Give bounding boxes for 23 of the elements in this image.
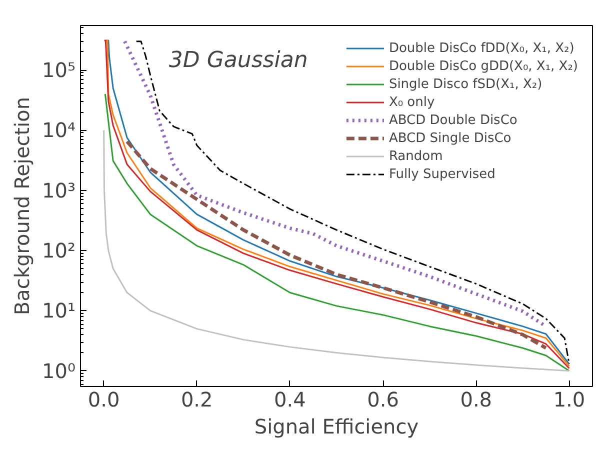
y-tick-label: 10¹ <box>42 298 76 323</box>
y-axis-title: Background Rejection <box>10 96 34 316</box>
x-tick-label: 0.2 <box>180 388 213 412</box>
legend-label: Random <box>388 148 443 165</box>
y-tick-label: 10³ <box>42 178 76 202</box>
y-tick-label: 10⁰ <box>42 358 76 383</box>
legend-label: Fully Supervised <box>388 166 496 183</box>
legend-label: ABCD Double DisCo <box>388 112 518 129</box>
legend-label: X₀ only <box>388 94 435 111</box>
y-tick-label: 10⁵ <box>42 58 76 82</box>
legend-label: Single Disco fSD(X₁, X₂) <box>388 76 542 93</box>
legend-label: Double DisCo fDD(X₀, X₁, X₂) <box>388 40 574 57</box>
x-tick-label: 1.0 <box>553 388 586 412</box>
legend-label: ABCD Single DisCo <box>388 130 512 147</box>
x-tick-label: 0.6 <box>367 388 399 412</box>
y-tick-label: 10² <box>42 238 76 263</box>
y-tick-label: 10⁴ <box>42 118 76 142</box>
x-axis-title: Signal Efficiency <box>254 414 419 438</box>
annotation: 3D Gaussian <box>168 48 308 73</box>
x-tick-label: 0.8 <box>460 388 492 412</box>
x-tick-label: 0.4 <box>274 388 306 412</box>
x-tick-label: 0.0 <box>88 388 120 412</box>
legend-label: Double DisCo gDD(X₀, X₁, X₂) <box>388 58 578 75</box>
